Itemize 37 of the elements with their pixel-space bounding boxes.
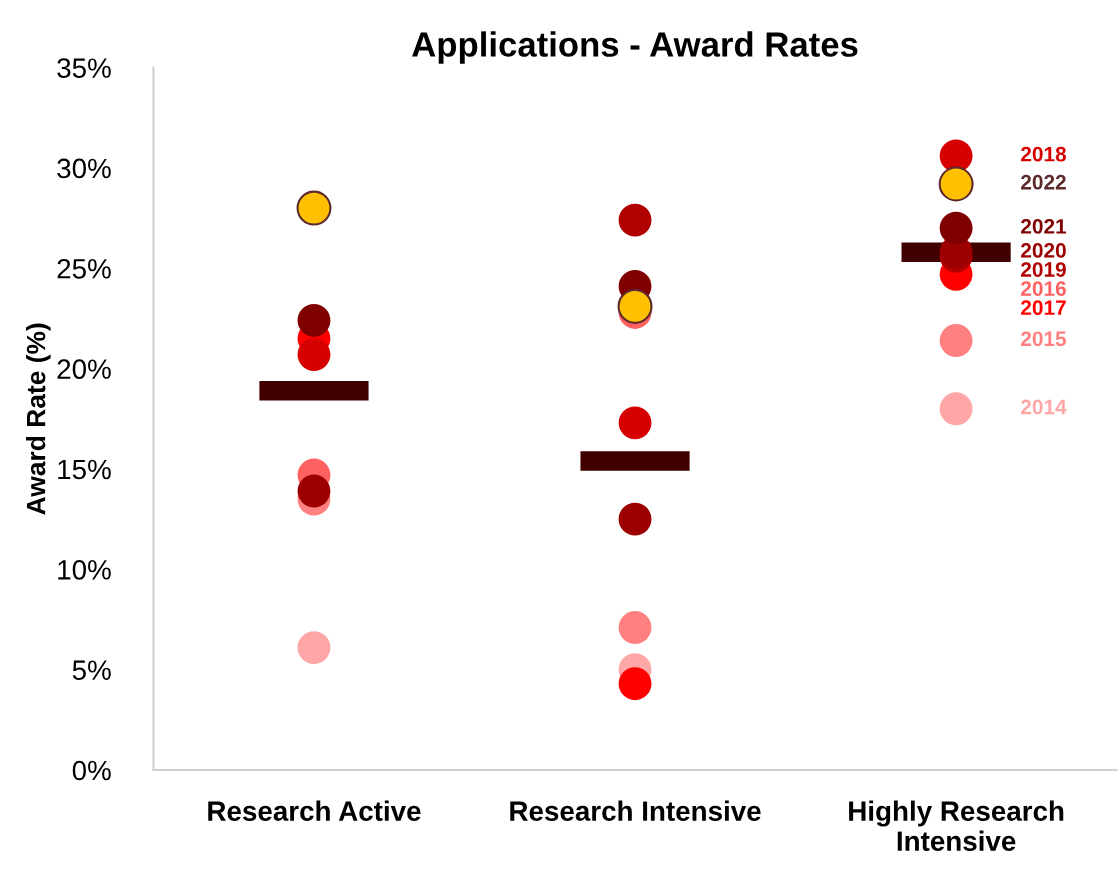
text: 2019 xyxy=(1021,262,1066,277)
text: 2022 xyxy=(1021,174,1066,190)
point xyxy=(939,211,973,245)
point xyxy=(618,502,652,536)
point xyxy=(297,631,331,665)
point xyxy=(938,166,974,202)
point xyxy=(297,474,331,508)
y-tick-label: 35% xyxy=(57,58,111,78)
x-tick-label: Research Intensive xyxy=(510,800,761,821)
x-tick-label: Highly Research Intensive xyxy=(849,800,1064,852)
point xyxy=(939,324,973,357)
y-tick-label: 25% xyxy=(57,258,111,279)
text: 2016 xyxy=(1021,281,1066,296)
text: 2020 xyxy=(1021,243,1066,258)
point xyxy=(617,288,653,324)
x-tick-label: Research Active xyxy=(208,800,421,821)
y-tick-label: 15% xyxy=(58,459,111,480)
text: 2017 xyxy=(1021,300,1066,316)
point xyxy=(297,338,331,372)
y-tick-label: 0% xyxy=(72,760,111,781)
point xyxy=(296,190,332,226)
text: 2014 xyxy=(1021,399,1067,415)
point xyxy=(618,667,652,701)
point xyxy=(618,611,652,644)
point xyxy=(618,203,652,237)
chart-title: Applications - Award Rates xyxy=(412,31,858,64)
y-axis-title: Award Rate (%) xyxy=(26,323,51,515)
point xyxy=(618,406,652,440)
point xyxy=(939,392,973,426)
y-tick-label: 20% xyxy=(57,359,111,379)
y-tick-label: 10% xyxy=(58,559,111,580)
point xyxy=(297,304,331,337)
text: 2018 xyxy=(1021,146,1067,162)
y-tick-label: 5% xyxy=(72,660,111,680)
text: 2021 xyxy=(1021,218,1067,234)
y-tick-label: 30% xyxy=(57,158,111,179)
text: 2015 xyxy=(1021,331,1067,347)
